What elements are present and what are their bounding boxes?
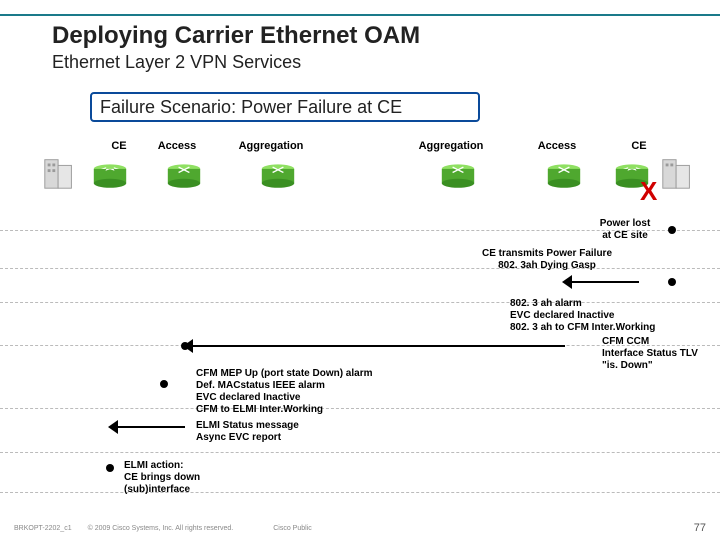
page-title: Deploying Carrier Ethernet OAM: [52, 22, 420, 50]
building-icon: [40, 154, 80, 192]
event-dot: [160, 380, 168, 388]
event-dot: [181, 342, 189, 350]
event-elmi-action: ELMI action: CE brings down (sub)interfa…: [124, 460, 254, 496]
switch-icon: [92, 162, 128, 192]
dash-row: [0, 492, 720, 493]
footer-code: BRKOPT-2202_c1: [14, 525, 72, 532]
event-dot: [668, 278, 676, 286]
event-dot: [668, 226, 676, 234]
event-elmi-status: ELMI Status message Async EVC report: [196, 420, 346, 444]
event-power-lost: Power lost at CE site: [580, 218, 670, 242]
page-number: 77: [694, 522, 706, 534]
event-dying-gasp: CE transmits Power Failure 802. 3ah Dyin…: [452, 248, 642, 272]
switch-icon: [546, 162, 582, 192]
label-ce-right: CE: [604, 140, 674, 152]
sequence-diagram: Power lost at CE site CE transmits Power…: [40, 220, 700, 510]
switch-icon: [260, 162, 296, 192]
accent-rule: [0, 14, 720, 16]
footer: BRKOPT-2202_c1 © 2009 Cisco Systems, Inc…: [14, 522, 706, 534]
event-cfm-mep: CFM MEP Up (port state Down) alarm Def. …: [196, 368, 426, 416]
footer-classification: Cisco Public: [273, 525, 312, 532]
failure-x-icon: X: [640, 176, 657, 207]
dash-row: [0, 452, 720, 453]
label-agg-right: Aggregation: [416, 140, 486, 152]
label-agg-left: Aggregation: [236, 140, 306, 152]
switch-icon: [440, 162, 476, 192]
label-access-left: Access: [142, 140, 212, 152]
topology-row: CE Access Aggregation Aggregation Access…: [40, 140, 700, 220]
scenario-callout: Failure Scenario: Power Failure at CE: [90, 92, 480, 122]
page-subtitle: Ethernet Layer 2 VPN Services: [52, 52, 301, 73]
event-ah-alarm: 802. 3 ah alarm EVC declared Inactive 80…: [510, 298, 680, 334]
footer-copyright: © 2009 Cisco Systems, Inc. All rights re…: [88, 525, 234, 532]
event-dot: [106, 464, 114, 472]
arrow-dying-gasp: [564, 275, 639, 289]
switch-icon: [166, 162, 202, 192]
arrow-cfm-ccm: [185, 339, 565, 353]
building-icon: [658, 154, 698, 192]
event-cfm-ccm: CFM CCM Interface Status TLV "is. Down": [602, 336, 712, 372]
arrow-elmi-status: [110, 420, 185, 434]
label-access-right: Access: [522, 140, 592, 152]
